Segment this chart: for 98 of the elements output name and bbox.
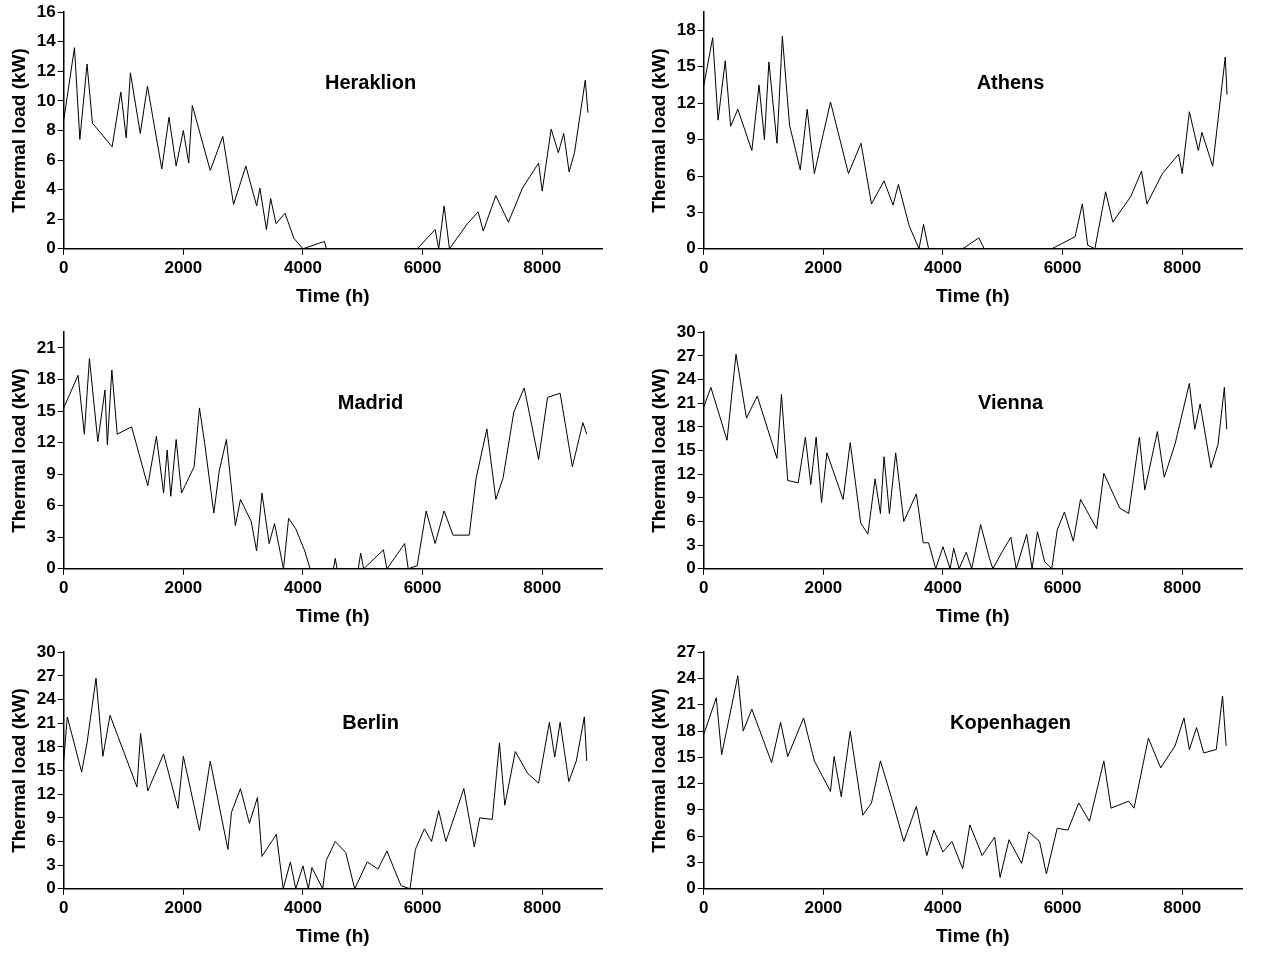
y-axis-title: Thermal load (kW) [647, 48, 669, 213]
y-tick-label: 12 [36, 432, 56, 452]
x-tick-label: 6000 [1043, 897, 1082, 917]
y-tick-label: 2 [46, 208, 56, 228]
y-tick-label: 9 [46, 807, 56, 827]
y-tick-label: 18 [36, 736, 56, 756]
x-tick-label: 8000 [1163, 257, 1202, 277]
y-tick-label: 24 [676, 369, 697, 389]
y-tick-label: 16 [36, 1, 56, 21]
x-tick-label: 8000 [1163, 577, 1202, 597]
y-tick-label: 9 [686, 487, 696, 507]
x-axis-title: Time (h) [296, 604, 370, 626]
x-axis-title: Time (h) [936, 284, 1010, 306]
text: Heraklion [324, 70, 417, 93]
y-tick-label: 3 [46, 854, 56, 874]
y-tick-label: 15 [676, 747, 696, 767]
y-tick-label: 18 [676, 20, 696, 40]
x-tick-label: 8000 [523, 577, 562, 597]
y-tick-label: 3 [46, 526, 56, 546]
y-axis-title: Thermal load (kW) [7, 688, 29, 853]
y-tick-label: 10 [36, 90, 56, 110]
x-tick-label: 6000 [403, 257, 442, 277]
y-tick-label: 15 [676, 56, 696, 76]
y-tick-label: 4 [46, 179, 57, 199]
x-axis-title: Time (h) [936, 604, 1010, 626]
y-tick-label: 9 [46, 463, 56, 483]
y-tick-label: 21 [36, 712, 56, 732]
y-tick-label: 18 [676, 720, 696, 740]
y-tick-label: 21 [36, 337, 56, 357]
text: Kopenhagen [949, 710, 1072, 733]
y-tick-label: 3 [686, 202, 696, 222]
x-tick-label: 6000 [403, 897, 442, 917]
x-tick-label: 2000 [804, 897, 843, 917]
x-tick-label: 2000 [164, 897, 203, 917]
x-tick-label: 2000 [804, 577, 843, 597]
x-tick-label: 4000 [284, 897, 322, 917]
y-tick-label: 21 [676, 392, 696, 412]
y-tick-label: 6 [686, 165, 696, 185]
y-tick-label: 0 [686, 238, 696, 258]
y-axis-title: Thermal load (kW) [7, 368, 29, 533]
x-tick-label: 2000 [164, 577, 203, 597]
y-axis-title: Thermal load (kW) [7, 48, 29, 213]
y-tick-label: 3 [686, 534, 696, 554]
y-tick-label: 27 [36, 665, 56, 685]
y-tick-label: 27 [676, 641, 696, 661]
y-tick-label: 0 [686, 878, 696, 898]
y-tick-label: 6 [46, 149, 56, 169]
y-tick-label: 8 [46, 120, 56, 140]
text: Athens [976, 70, 1045, 93]
x-axis-title: Time (h) [296, 284, 370, 306]
x-tick-label: 2000 [804, 257, 843, 277]
y-tick-label: 15 [36, 760, 56, 780]
y-tick-label: 6 [46, 495, 56, 515]
text: Berlin [342, 710, 399, 733]
y-tick-label: 27 [676, 345, 696, 365]
y-tick-label: 9 [686, 799, 696, 819]
y-tick-label: 18 [36, 369, 56, 389]
y-tick-label: 12 [676, 92, 696, 112]
x-tick-label: 2000 [164, 257, 203, 277]
y-tick-label: 6 [686, 825, 696, 845]
y-tick-label: 30 [36, 641, 56, 661]
x-tick-label: 4000 [924, 897, 962, 917]
text: Madrid [337, 390, 404, 413]
y-tick-label: 0 [686, 558, 696, 578]
y-tick-label: 12 [676, 463, 696, 483]
y-tick-label: 9 [686, 129, 696, 149]
y-tick-label: 0 [46, 238, 56, 258]
x-axis-title: Time (h) [296, 924, 370, 946]
y-tick-label: 12 [676, 773, 696, 793]
x-tick-label: 8000 [523, 257, 562, 277]
x-tick-label: 8000 [523, 897, 562, 917]
y-tick-label: 21 [676, 694, 696, 714]
x-tick-label: 8000 [1163, 897, 1202, 917]
x-tick-label: 4000 [924, 257, 962, 277]
y-axis-title: Thermal load (kW) [647, 368, 669, 533]
y-tick-label: 6 [46, 831, 56, 851]
text: Vienna [977, 390, 1045, 413]
y-tick-label: 24 [36, 689, 57, 709]
y-tick-label: 15 [36, 400, 56, 420]
y-tick-label: 30 [676, 321, 696, 341]
y-tick-label: 3 [686, 852, 696, 872]
y-tick-label: 14 [36, 31, 57, 51]
x-tick-label: 6000 [403, 577, 442, 597]
y-tick-label: 0 [46, 878, 56, 898]
y-tick-label: 24 [676, 668, 697, 688]
x-tick-label: 4000 [284, 577, 322, 597]
y-tick-label: 12 [36, 783, 56, 803]
x-axis-title: Time (h) [936, 924, 1010, 946]
x-tick-label: 4000 [284, 257, 322, 277]
y-tick-label: 18 [676, 416, 696, 436]
y-tick-label: 6 [686, 511, 696, 531]
y-axis-title: Thermal load (kW) [647, 688, 669, 853]
x-tick-label: 6000 [1043, 577, 1082, 597]
x-tick-label: 6000 [1043, 257, 1082, 277]
y-tick-label: 12 [36, 61, 56, 81]
y-tick-label: 0 [46, 558, 56, 578]
y-tick-label: 15 [676, 440, 696, 460]
x-tick-label: 4000 [924, 577, 962, 597]
